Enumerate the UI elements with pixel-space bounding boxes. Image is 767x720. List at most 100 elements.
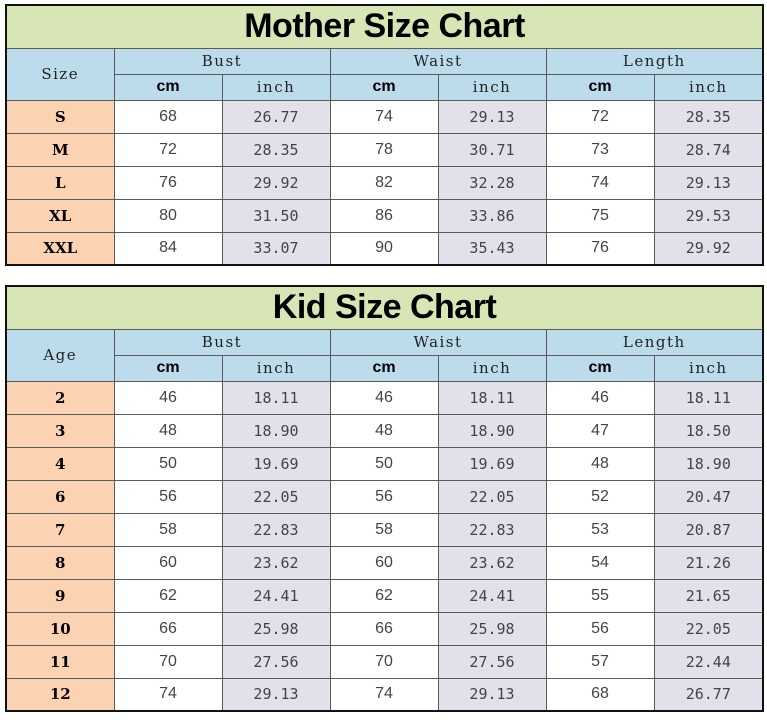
inch-value-cell: 22.05 [437, 479, 547, 514]
inch-value-cell: 32.28 [437, 165, 547, 200]
cm-value-cell: 60 [113, 545, 223, 580]
cm-value-cell: 70 [113, 644, 223, 679]
inch-value-cell: 18.90 [653, 446, 764, 481]
inch-value-cell: 26.77 [221, 99, 331, 134]
cm-value-cell: 74 [329, 677, 439, 712]
inch-value-cell: 25.98 [221, 611, 331, 646]
cm-value-cell: 68 [545, 677, 655, 712]
cm-value-cell: 66 [329, 611, 439, 646]
inch-value-cell: 21.26 [653, 545, 764, 580]
inch-value-cell: 22.83 [221, 512, 331, 547]
mother-chart-title: Mother Size Chart [5, 4, 764, 49]
table-row: L 76 29.92 82 32.28 74 29.13 [5, 165, 764, 200]
cm-value-cell: 76 [113, 165, 223, 200]
table-row: 3 48 18.90 48 18.90 47 18.50 [5, 413, 764, 448]
cm-value-cell: 58 [113, 512, 223, 547]
cm-value-cell: 47 [545, 413, 655, 448]
cm-value-cell: 76 [545, 231, 655, 266]
size-column-header: Size [5, 47, 115, 101]
unit-header: cm [545, 354, 655, 382]
length-header: Length [545, 328, 764, 356]
size-label-cell: XXL [5, 231, 115, 266]
kid-size-chart: Kid Size Chart Age Bust Waist Length cm … [5, 285, 765, 712]
cm-value-cell: 75 [545, 198, 655, 233]
cm-value-cell: 73 [545, 132, 655, 167]
cm-value-cell: 46 [113, 380, 223, 415]
unit-header: cm [329, 354, 439, 382]
table-row: M 72 28.35 78 30.71 73 28.74 [5, 132, 764, 167]
cm-value-cell: 74 [113, 677, 223, 712]
table-row: 9 62 24.41 62 24.41 55 21.65 [5, 578, 764, 613]
cm-value-cell: 80 [113, 198, 223, 233]
cm-value-cell: 50 [113, 446, 223, 481]
table-row: 8 60 23.62 60 23.62 54 21.26 [5, 545, 764, 580]
size-label-cell: M [5, 132, 115, 167]
cm-value-cell: 74 [329, 99, 439, 134]
inch-value-cell: 29.13 [437, 677, 547, 712]
unit-header: inch [221, 354, 331, 382]
inch-value-cell: 35.43 [437, 231, 547, 266]
inch-value-cell: 27.56 [221, 644, 331, 679]
cm-value-cell: 46 [545, 380, 655, 415]
table-row: 6 56 22.05 56 22.05 52 20.47 [5, 479, 764, 514]
inch-value-cell: 29.13 [221, 677, 331, 712]
inch-value-cell: 30.71 [437, 132, 547, 167]
table-row: XL 80 31.50 86 33.86 75 29.53 [5, 198, 764, 233]
kid-table-body: 2 46 18.11 46 18.11 46 18.11 3 48 18.90 48 18.90 47 1… [5, 380, 764, 712]
inch-value-cell: 31.50 [221, 198, 331, 233]
cm-value-cell: 60 [329, 545, 439, 580]
inch-value-cell: 28.74 [653, 132, 764, 167]
mother-table-body: S 68 26.77 74 29.13 72 28.35 M 72 28.35 78 30.71 73 2… [5, 99, 764, 266]
age-label-cell: 9 [5, 578, 115, 613]
unit-header: inch [437, 354, 547, 382]
cm-value-cell: 68 [113, 99, 223, 134]
table-row: 10 66 25.98 66 25.98 56 22.05 [5, 611, 764, 646]
cm-value-cell: 90 [329, 231, 439, 266]
age-label-cell: 7 [5, 512, 115, 547]
table-row: 2 46 18.11 46 18.11 46 18.11 [5, 380, 764, 415]
cm-value-cell: 66 [113, 611, 223, 646]
bust-header: Bust [113, 328, 331, 356]
cm-value-cell: 56 [113, 479, 223, 514]
cm-value-cell: 72 [113, 132, 223, 167]
table-row: XXL 84 33.07 90 35.43 76 29.92 [5, 231, 764, 266]
unit-header: inch [221, 73, 331, 101]
age-label-cell: 11 [5, 644, 115, 679]
inch-value-cell: 23.62 [221, 545, 331, 580]
inch-value-cell: 26.77 [653, 677, 764, 712]
table-row: S 68 26.77 74 29.13 72 28.35 [5, 99, 764, 134]
age-label-cell: 12 [5, 677, 115, 712]
cm-value-cell: 57 [545, 644, 655, 679]
cm-value-cell: 84 [113, 231, 223, 266]
inch-value-cell: 18.11 [221, 380, 331, 415]
inch-value-cell: 29.53 [653, 198, 764, 233]
inch-value-cell: 22.83 [437, 512, 547, 547]
size-label-cell: S [5, 99, 115, 134]
inch-value-cell: 22.44 [653, 644, 764, 679]
cm-value-cell: 53 [545, 512, 655, 547]
inch-value-cell: 20.87 [653, 512, 764, 547]
table-row: 12 74 29.13 74 29.13 68 26.77 [5, 677, 764, 712]
length-header: Length [545, 47, 764, 75]
unit-header: cm [329, 73, 439, 101]
bust-header: Bust [113, 47, 331, 75]
cm-value-cell: 48 [113, 413, 223, 448]
size-label-cell: L [5, 165, 115, 200]
age-label-cell: 8 [5, 545, 115, 580]
age-column-header: Age [5, 328, 115, 382]
inch-value-cell: 18.11 [653, 380, 764, 415]
cm-value-cell: 48 [329, 413, 439, 448]
kid-chart-title: Kid Size Chart [5, 285, 764, 330]
inch-value-cell: 29.13 [653, 165, 764, 200]
age-label-cell: 10 [5, 611, 115, 646]
cm-value-cell: 58 [329, 512, 439, 547]
inch-value-cell: 23.62 [437, 545, 547, 580]
age-label-cell: 3 [5, 413, 115, 448]
inch-value-cell: 21.65 [653, 578, 764, 613]
cm-value-cell: 78 [329, 132, 439, 167]
inch-value-cell: 33.86 [437, 198, 547, 233]
cm-value-cell: 70 [329, 644, 439, 679]
cm-value-cell: 52 [545, 479, 655, 514]
unit-header: inch [437, 73, 547, 101]
inch-value-cell: 18.90 [221, 413, 331, 448]
